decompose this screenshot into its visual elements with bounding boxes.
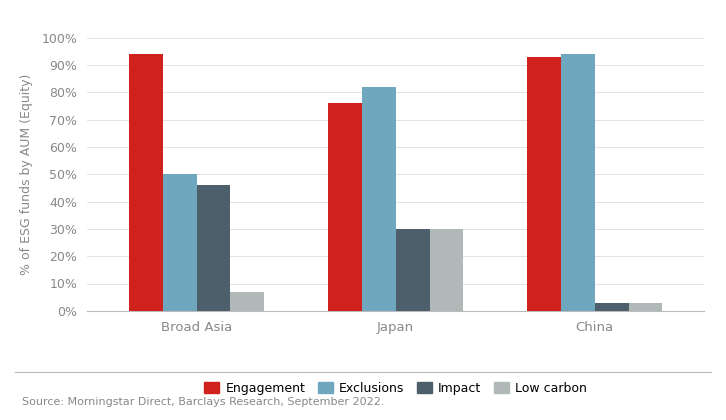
Bar [629,302,662,311]
Y-axis label: % of ESG funds by AUM (Equity): % of ESG funds by AUM (Equity) [20,74,33,275]
Bar [163,174,197,311]
Text: Source: Morningstar Direct, Barclays Research, September 2022.: Source: Morningstar Direct, Barclays Res… [22,397,384,407]
Bar [197,185,230,311]
Bar [396,229,430,311]
Bar [129,54,163,311]
Bar [430,229,463,311]
Bar [362,87,396,311]
Bar [595,302,629,311]
Bar [561,54,595,311]
Bar [230,291,264,311]
Bar [527,57,561,311]
Bar [328,103,362,311]
Legend: Engagement, Exclusions, Impact, Low carbon: Engagement, Exclusions, Impact, Low carb… [199,377,592,400]
